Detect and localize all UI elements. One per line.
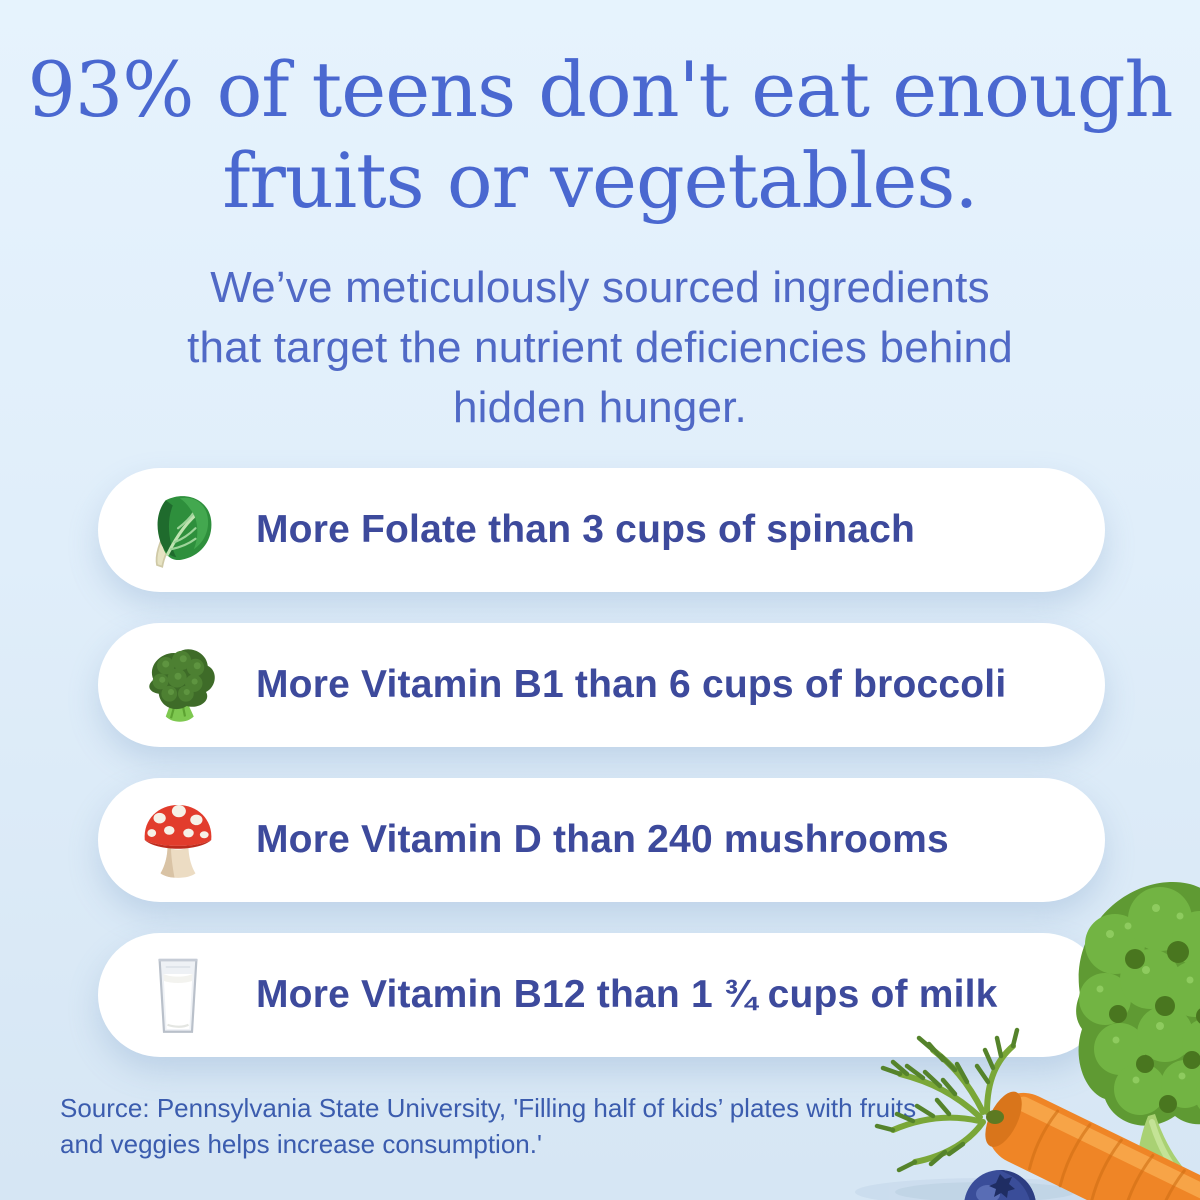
subheadline: We’ve meticulously sourced ingredients t… — [0, 258, 1200, 437]
headline-line-2: fruits or vegetables. — [222, 136, 978, 226]
subheadline-line-3: hidden hunger. — [453, 382, 747, 432]
subheadline-line-1: We’ve meticulously sourced ingredients — [210, 263, 990, 312]
benefit-card-folate: More Folate than 3 cups of spinach — [98, 468, 1105, 592]
headline: 93% of teens don't eat enough fruits or … — [0, 44, 1200, 226]
benefit-card-vitamin-d: More Vitamin D than 240 mushrooms — [98, 778, 1105, 902]
milk-glass-icon — [134, 948, 222, 1042]
subheadline-line-2: that target the nutrient deficiencies be… — [187, 322, 1013, 372]
benefit-cards-list: More Folate than 3 cups of spinach — [98, 468, 1105, 1057]
benefit-card-vitamin-b12: More Vitamin B12 than 1 ¾ cups of milk — [98, 933, 1105, 1057]
blueberry-photo — [964, 1170, 1036, 1200]
headline-line-1: 93% of teens don't eat enough — [27, 45, 1174, 134]
benefit-card-label: More Vitamin B1 than 6 cups of broccoli — [256, 663, 1007, 706]
broccoli-photo — [1076, 881, 1200, 1198]
source-line-2: and veggies helps increase consumption.' — [60, 1129, 542, 1160]
mushroom-icon — [134, 793, 222, 887]
benefit-card-vitamin-b1: More Vitamin B1 than 6 cups of broccoli — [98, 623, 1105, 747]
benefit-card-label: More Folate than 3 cups of spinach — [256, 508, 916, 551]
benefit-card-label: More Vitamin D than 240 mushrooms — [256, 818, 949, 861]
benefit-card-label: More Vitamin B12 than 1 ¾ cups of milk — [256, 973, 998, 1016]
broccoli-icon — [134, 638, 222, 732]
source-citation: Source: Pennsylvania State University, '… — [60, 1090, 916, 1163]
source-line-1: Source: Pennsylvania State University, '… — [60, 1093, 917, 1123]
leafy-green-icon — [134, 483, 222, 577]
